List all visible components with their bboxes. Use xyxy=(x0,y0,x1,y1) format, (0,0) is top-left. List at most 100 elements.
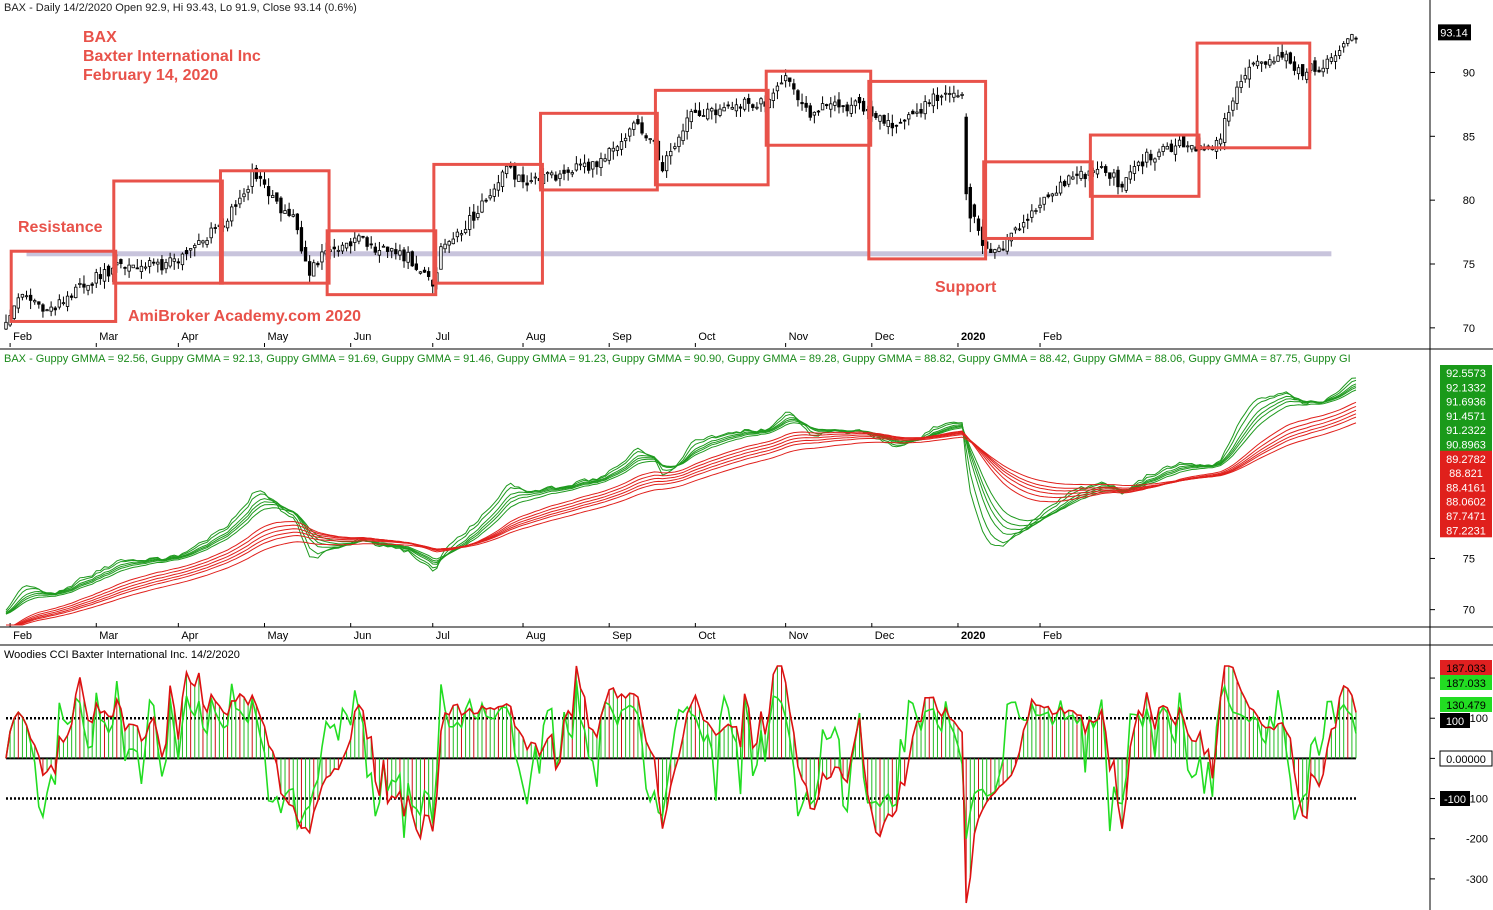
gmma-line-short-3 xyxy=(5,377,1357,611)
candle xyxy=(554,174,558,181)
candle xyxy=(398,250,402,256)
candle xyxy=(373,246,377,253)
candle xyxy=(619,141,624,150)
y-tick-label: 75 xyxy=(1463,553,1475,565)
candle xyxy=(738,106,743,109)
candle xyxy=(74,286,78,299)
candle xyxy=(1177,139,1182,147)
candle xyxy=(1116,169,1120,188)
x-tick-label: Jun xyxy=(354,630,372,642)
gmma-value-badge xyxy=(1440,508,1492,523)
annotation-watermark: AmiBroker Academy.com 2020 xyxy=(128,308,361,325)
cci-value-label: 187.033 xyxy=(1446,678,1486,690)
cci-long-line xyxy=(5,665,1357,904)
candle xyxy=(1243,75,1247,80)
x-tick-label: Jul xyxy=(436,630,450,642)
range-box xyxy=(653,88,770,187)
candle xyxy=(1124,177,1128,191)
candle xyxy=(1280,51,1284,58)
candle xyxy=(1288,52,1293,64)
candle xyxy=(853,100,858,107)
candle xyxy=(266,186,271,197)
candle xyxy=(1346,38,1350,44)
candle xyxy=(919,108,923,114)
gmma-panel-title: BAX - Guppy GMMA = 92.56, Guppy GMMA = 9… xyxy=(4,353,1351,365)
candle xyxy=(61,302,66,305)
candle xyxy=(455,231,460,238)
candle xyxy=(160,259,164,271)
candle xyxy=(611,147,615,152)
candle xyxy=(1292,61,1297,71)
annotation-resistance: Resistance xyxy=(18,219,103,236)
y-tick-label: -100 xyxy=(1466,794,1488,806)
candle xyxy=(705,108,710,120)
candle xyxy=(1218,138,1223,145)
candle xyxy=(890,122,894,129)
cci-value-badge xyxy=(1440,791,1470,806)
x-tick-label: Dec xyxy=(875,630,895,642)
candle xyxy=(525,182,529,186)
candle xyxy=(1038,204,1042,209)
candle xyxy=(837,99,841,108)
candle xyxy=(956,95,960,98)
candle xyxy=(147,260,152,267)
candle xyxy=(1227,112,1231,122)
candle xyxy=(496,182,501,191)
gmma-value-label: 92.5573 xyxy=(1446,368,1486,380)
gmma-value-label: 91.2322 xyxy=(1446,425,1486,437)
candle xyxy=(1165,145,1169,150)
candle xyxy=(939,95,944,98)
candle xyxy=(1083,174,1087,180)
candle xyxy=(824,104,829,107)
candle xyxy=(841,105,845,108)
annotation-company: Baxter International Inc xyxy=(83,48,261,65)
y-tick-label: 100 xyxy=(1470,713,1488,725)
candle xyxy=(184,250,189,255)
x-tick-label: Feb xyxy=(13,630,32,642)
candle xyxy=(894,124,899,127)
range-box xyxy=(432,162,544,285)
candle xyxy=(102,269,107,282)
y-tick-label: 80 xyxy=(1463,195,1475,207)
candle xyxy=(1186,145,1190,148)
candle xyxy=(106,265,111,277)
candle xyxy=(570,172,574,175)
x-tick-label: Feb xyxy=(1043,630,1062,642)
candle xyxy=(1235,86,1239,104)
gmma-line-long-45 xyxy=(6,413,1357,626)
candle xyxy=(201,240,205,244)
gmma-line-long-50 xyxy=(6,416,1357,626)
candle xyxy=(1149,153,1153,161)
candle xyxy=(369,243,373,246)
candle xyxy=(238,197,242,205)
cci-panel-title: Woodies CCI Baxter International Inc. 14… xyxy=(4,649,240,661)
candle xyxy=(960,93,964,96)
candle xyxy=(1013,227,1018,231)
cci-value-label: 130.479 xyxy=(1446,700,1486,712)
candle xyxy=(857,97,862,104)
candle xyxy=(697,110,702,117)
candle xyxy=(1173,145,1178,155)
candle xyxy=(33,300,37,303)
candle xyxy=(156,261,160,265)
candle xyxy=(771,92,775,101)
candle xyxy=(1058,181,1063,194)
candle xyxy=(1325,58,1329,69)
candle xyxy=(845,104,849,112)
candle xyxy=(410,251,414,267)
candle xyxy=(242,193,246,198)
candle xyxy=(488,195,492,199)
candle xyxy=(882,114,886,124)
gmma-value-label: 91.6936 xyxy=(1446,397,1486,409)
candle xyxy=(751,104,755,108)
candle xyxy=(447,241,451,246)
candle xyxy=(1145,151,1149,163)
range-box xyxy=(325,229,438,297)
candle xyxy=(1329,57,1334,62)
candle xyxy=(861,100,866,112)
candle xyxy=(131,264,135,269)
candle xyxy=(1021,222,1026,228)
candle xyxy=(607,148,611,161)
x-tick-label: Mar xyxy=(99,331,118,343)
candle xyxy=(361,235,365,238)
